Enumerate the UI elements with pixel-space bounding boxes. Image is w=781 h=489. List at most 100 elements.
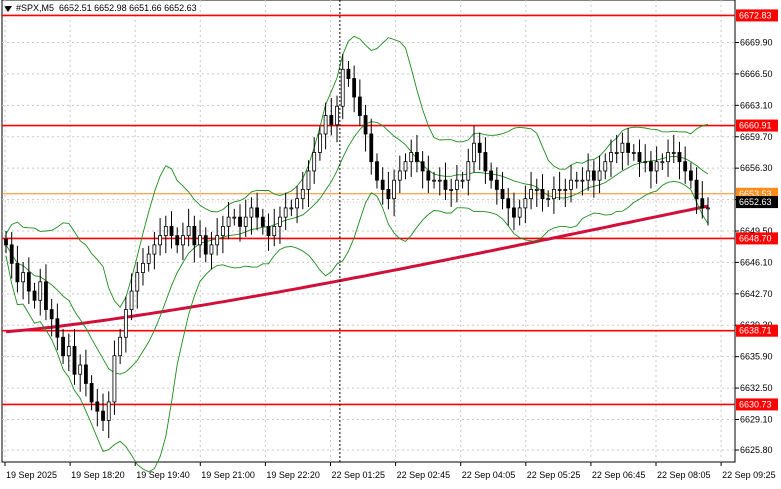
candle-body — [357, 96, 362, 116]
candle-body — [329, 115, 334, 126]
price-tick-label: 6632.50 — [740, 383, 773, 393]
time-tick-label: 19 Sep 2025 — [6, 470, 57, 480]
level-tag-bg — [736, 398, 778, 411]
time-tick-label: 19 Sep 22:20 — [266, 470, 320, 480]
candle-body — [181, 235, 185, 246]
candle-body — [38, 281, 43, 301]
level-tag-bg — [736, 232, 778, 245]
candle-body — [118, 336, 123, 357]
middle-band — [5, 121, 709, 375]
candle-body — [340, 68, 345, 107]
level-tag-label: 6648.70 — [739, 233, 772, 243]
horizontal-levels[interactable] — [2, 14, 735, 406]
candle-body — [169, 225, 174, 237]
lower-band — [5, 180, 709, 473]
candle-body — [591, 170, 596, 181]
candle-body — [186, 225, 191, 237]
current-price-tag-bg — [736, 196, 778, 209]
candle-body — [220, 225, 225, 237]
price-tick-label: 6646.10 — [740, 257, 773, 267]
candle-body — [580, 179, 585, 182]
candle-body — [26, 272, 31, 292]
candle-body — [380, 179, 385, 190]
price-axis: 6669.90 6666.50 6663.10 6659.70 6656.30 6652.… — [735, 38, 773, 455]
candle-body — [123, 309, 128, 338]
candle-body — [95, 401, 100, 412]
candle-body — [363, 115, 368, 135]
level-tag-label: 6653.53 — [739, 189, 772, 199]
candle-body — [386, 189, 391, 200]
candle-body — [671, 152, 676, 154]
price-tick-label: 6669.90 — [740, 38, 773, 48]
moving-average — [5, 204, 709, 334]
candle-body — [557, 189, 562, 191]
time-tick-label: 19 Sep 18:20 — [71, 470, 125, 480]
upper-band — [5, 35, 709, 308]
candle-body — [192, 225, 197, 246]
candle-body — [677, 152, 682, 163]
candle-body — [460, 179, 465, 182]
candle-body — [432, 179, 436, 182]
candle-body — [700, 198, 705, 209]
grid — [1, 0, 736, 463]
candle-body — [152, 244, 157, 255]
level-price-tag: 6672.83 — [736, 9, 778, 22]
candle-body — [660, 161, 665, 164]
candle-body — [84, 364, 88, 384]
candle-body — [101, 410, 105, 421]
candle-body — [415, 152, 419, 163]
level-price-tag: 6630.73 — [736, 398, 778, 411]
price-tick-label: 6659.70 — [740, 132, 773, 142]
candle-body — [597, 170, 602, 181]
candle-body — [61, 336, 65, 357]
candle-body — [226, 216, 231, 227]
candle-body — [78, 364, 83, 375]
candle-body — [472, 142, 476, 163]
time-tick-label: 19 Sep 19:40 — [136, 470, 190, 480]
level-tag-bg — [736, 324, 778, 337]
candle-body — [295, 198, 299, 209]
candle-body — [283, 207, 288, 218]
candle-body — [449, 189, 454, 191]
candle-body — [688, 170, 693, 181]
candle-body — [643, 161, 648, 164]
candle-body — [397, 170, 402, 181]
candle-body — [209, 244, 214, 255]
candle-body — [569, 179, 573, 190]
candle-body — [443, 179, 448, 190]
candle-body — [55, 318, 60, 338]
ma-200-line — [5, 204, 709, 334]
candle-body — [141, 262, 145, 273]
candle-body — [494, 179, 499, 190]
candle-body — [266, 225, 271, 237]
candle-body — [529, 189, 533, 200]
candle-body — [49, 309, 54, 320]
candle-body — [72, 346, 77, 375]
candle-body — [454, 179, 459, 190]
level-price-tag: 6660.91 — [736, 119, 778, 132]
candle-body — [238, 216, 242, 227]
candle-body — [272, 225, 277, 237]
price-tick-label: 6663.10 — [740, 100, 773, 110]
candle-body — [500, 189, 505, 200]
candle-body — [300, 189, 305, 200]
level-tag-label: 6638.71 — [739, 326, 772, 336]
level-tag-label: 6660.91 — [739, 121, 772, 131]
price-tick-label: 6635.90 — [740, 352, 773, 362]
time-tick-label: 19 Sep 21:00 — [201, 470, 255, 480]
candle-body — [255, 207, 260, 218]
candle-body — [637, 152, 642, 163]
chart-menu-arrow-icon[interactable] — [4, 5, 12, 12]
price-tick-label: 6649.50 — [740, 226, 773, 236]
candle-body — [323, 115, 328, 135]
candle-body — [694, 179, 699, 200]
level-price-tag: 6648.70 — [736, 232, 778, 245]
price-tags: 6672.83 6660.91 6653.53 6648.70 6638.71 6630.… — [736, 9, 778, 411]
candle-body — [66, 346, 71, 357]
level-tag-label: 6672.83 — [739, 10, 772, 20]
candle-body — [9, 244, 14, 264]
candle-body — [146, 253, 151, 264]
symbol-timeframe: #SPX,M5 — [16, 3, 55, 13]
